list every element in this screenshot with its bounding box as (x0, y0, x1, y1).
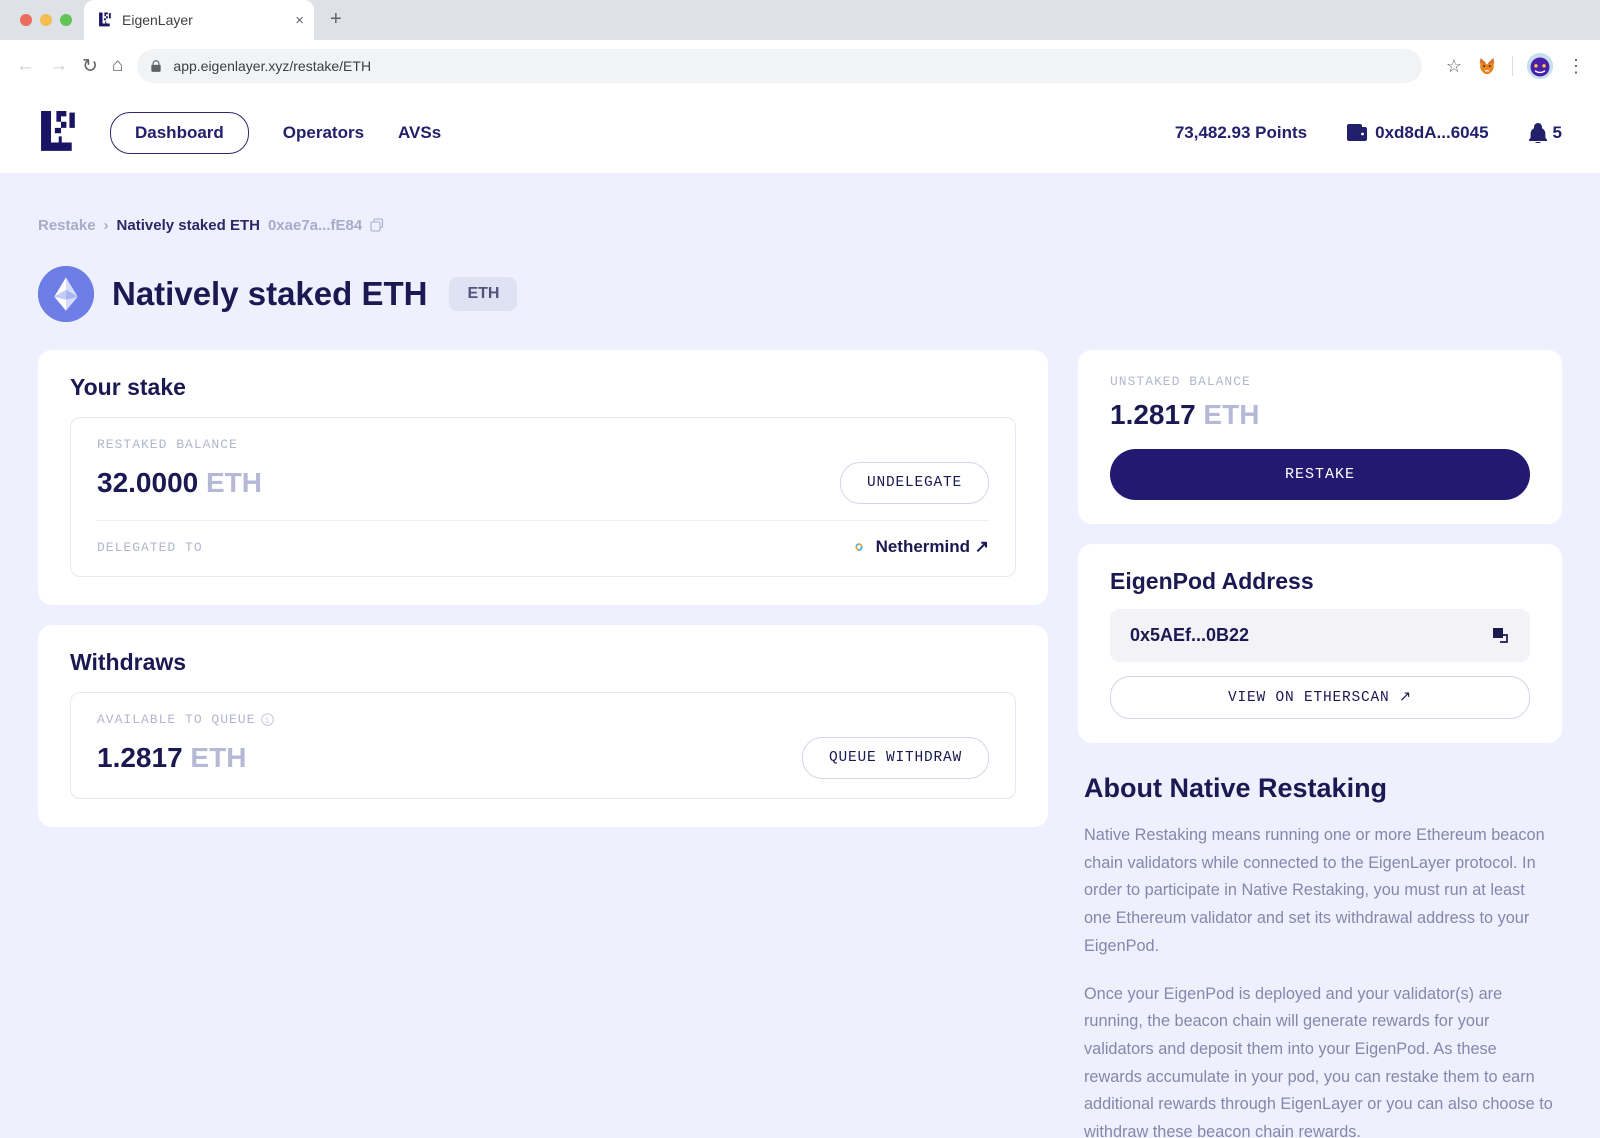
svg-text:i: i (265, 716, 271, 725)
